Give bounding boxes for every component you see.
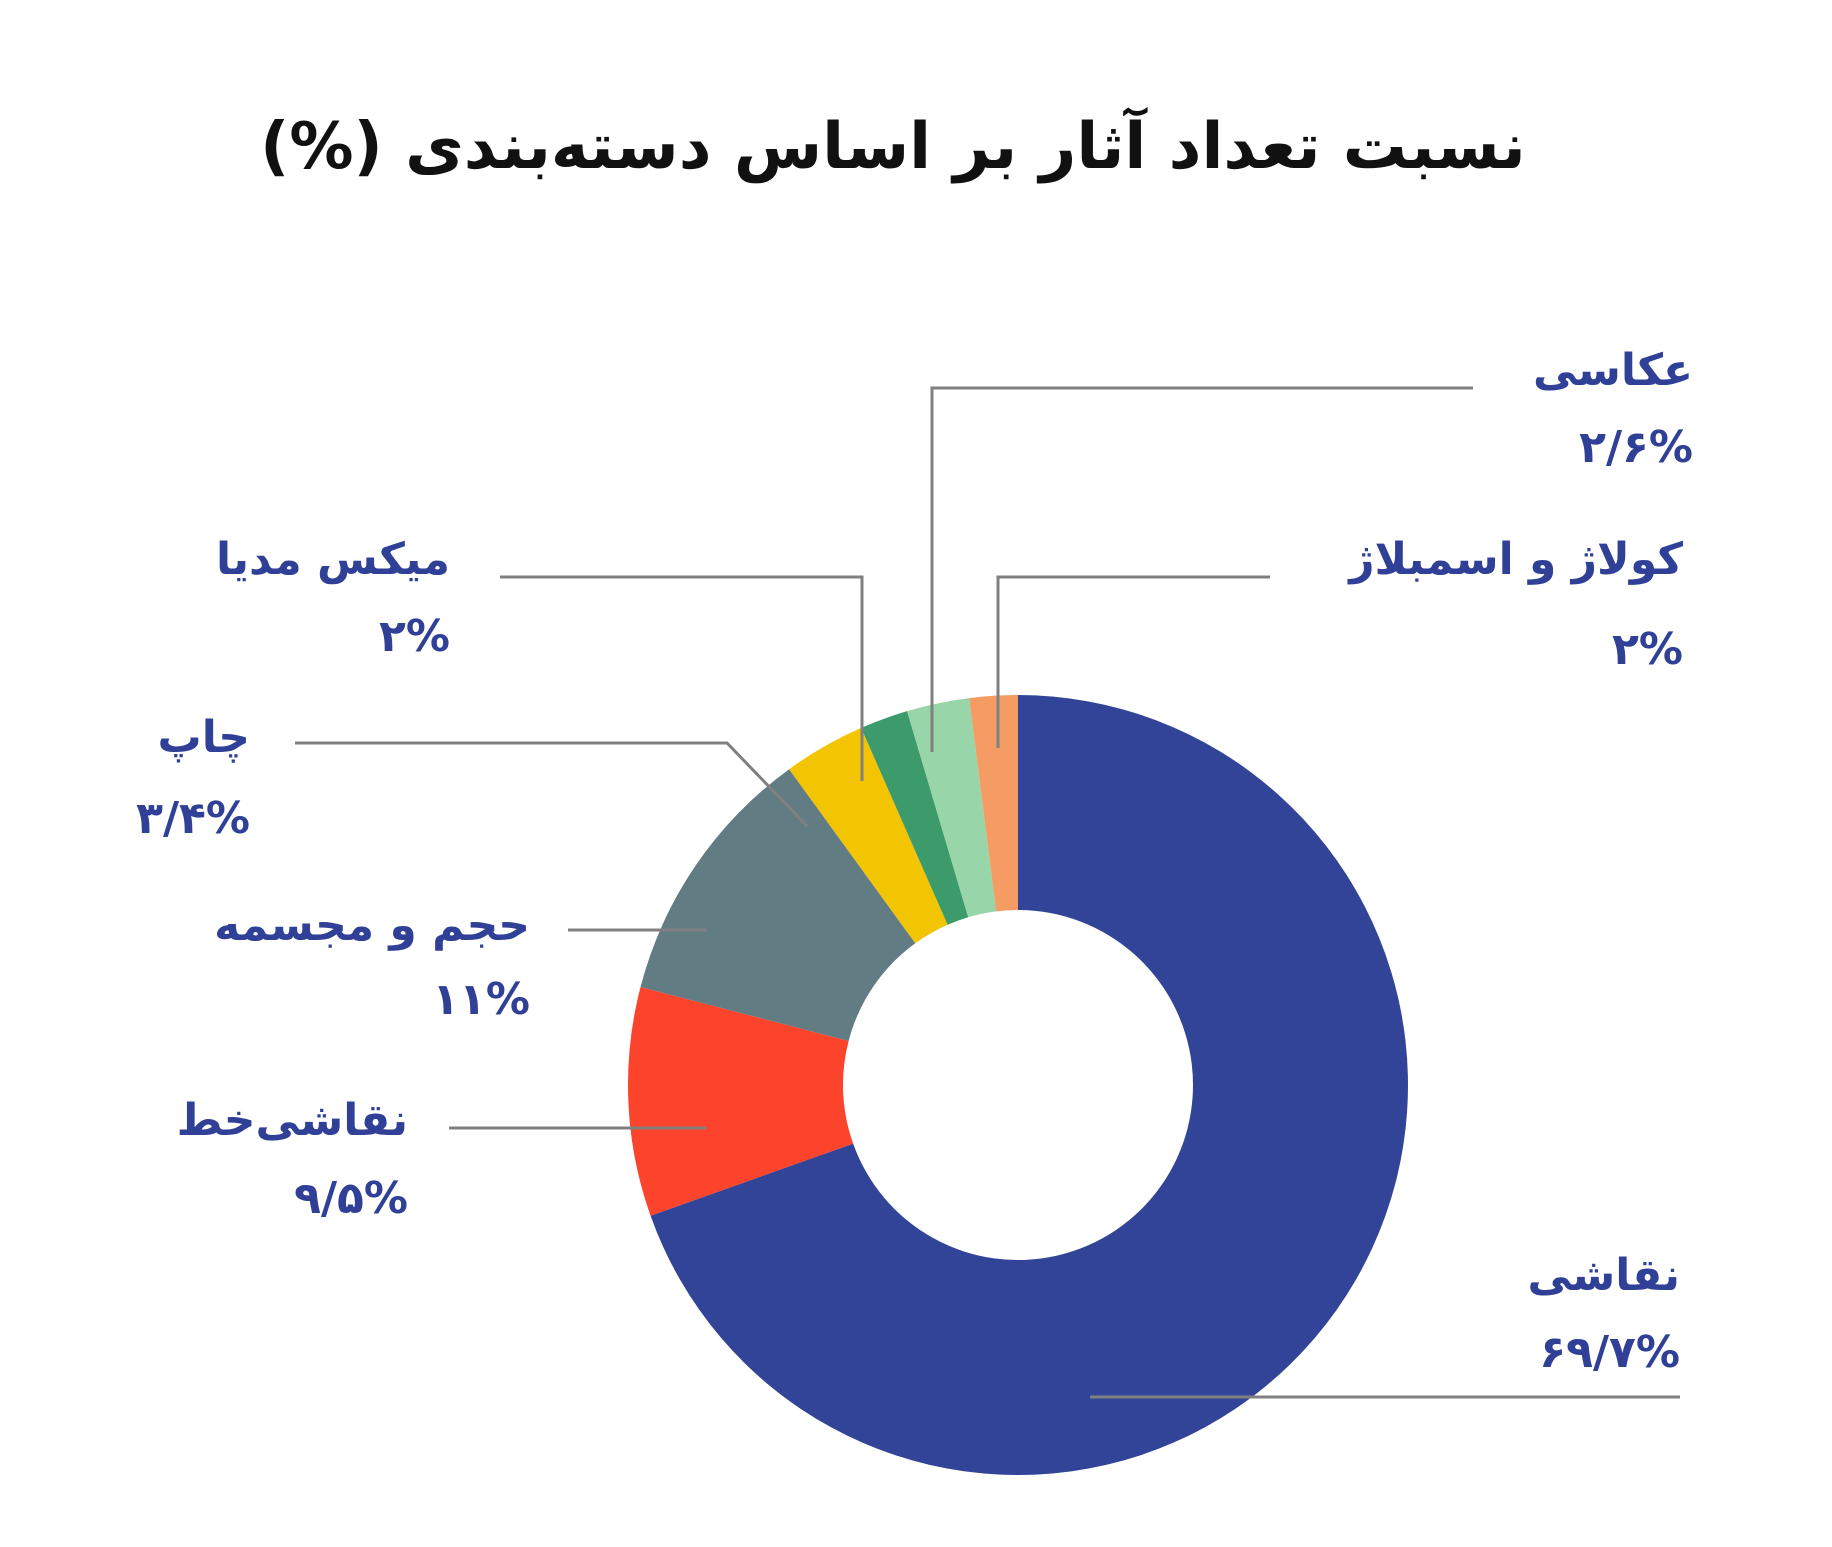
slice-3 [789, 727, 948, 944]
slice-label-3: چاپ [158, 712, 250, 763]
slice-label-4: میکس مدیا [216, 534, 450, 585]
slice-value-1: ۹/۵% [294, 1173, 408, 1224]
slice-label-1: نقاشی‌خط [177, 1095, 408, 1146]
leader-line-5 [930, 386, 1473, 752]
leader-line-4 [500, 575, 864, 781]
slice-value-6: ۲% [1612, 624, 1683, 675]
slice-value-3: ۳/۴% [136, 793, 250, 844]
slice-labels: نقاشی ۶۹/۷% نقاشی‌خط ۹/۵% حجم و مجسمه ۱۱% چاپ ۳… [136, 345, 1693, 1378]
slice-value-5: ۲/۶% [1579, 422, 1693, 473]
slice-5 [907, 698, 997, 918]
slice-value-4: ۲% [379, 611, 450, 662]
slice-value-0: ۶۹/۷% [1539, 1327, 1680, 1378]
leader-line-3 [295, 741, 809, 828]
slice-2 [640, 769, 916, 1042]
leader-line-6 [996, 575, 1270, 748]
slice-label-6: کولاژ و اسمبلاژ [1347, 534, 1683, 585]
slice-0 [650, 695, 1408, 1476]
donut-slices [628, 695, 1408, 1476]
slice-value-2: ۱۱% [432, 974, 530, 1025]
slice-label-2: حجم و مجسمه [214, 900, 530, 951]
slice-6 [969, 695, 1018, 912]
slice-1 [628, 987, 854, 1216]
leader-lines [295, 386, 1680, 1399]
chart-title: نسبت تعداد آثار بر اساس دسته‌بندی (%) [260, 106, 1526, 184]
slice-label-5: عکاسی [1533, 345, 1693, 396]
slice-label-0: نقاشی [1528, 1250, 1681, 1301]
slice-4 [861, 711, 969, 925]
